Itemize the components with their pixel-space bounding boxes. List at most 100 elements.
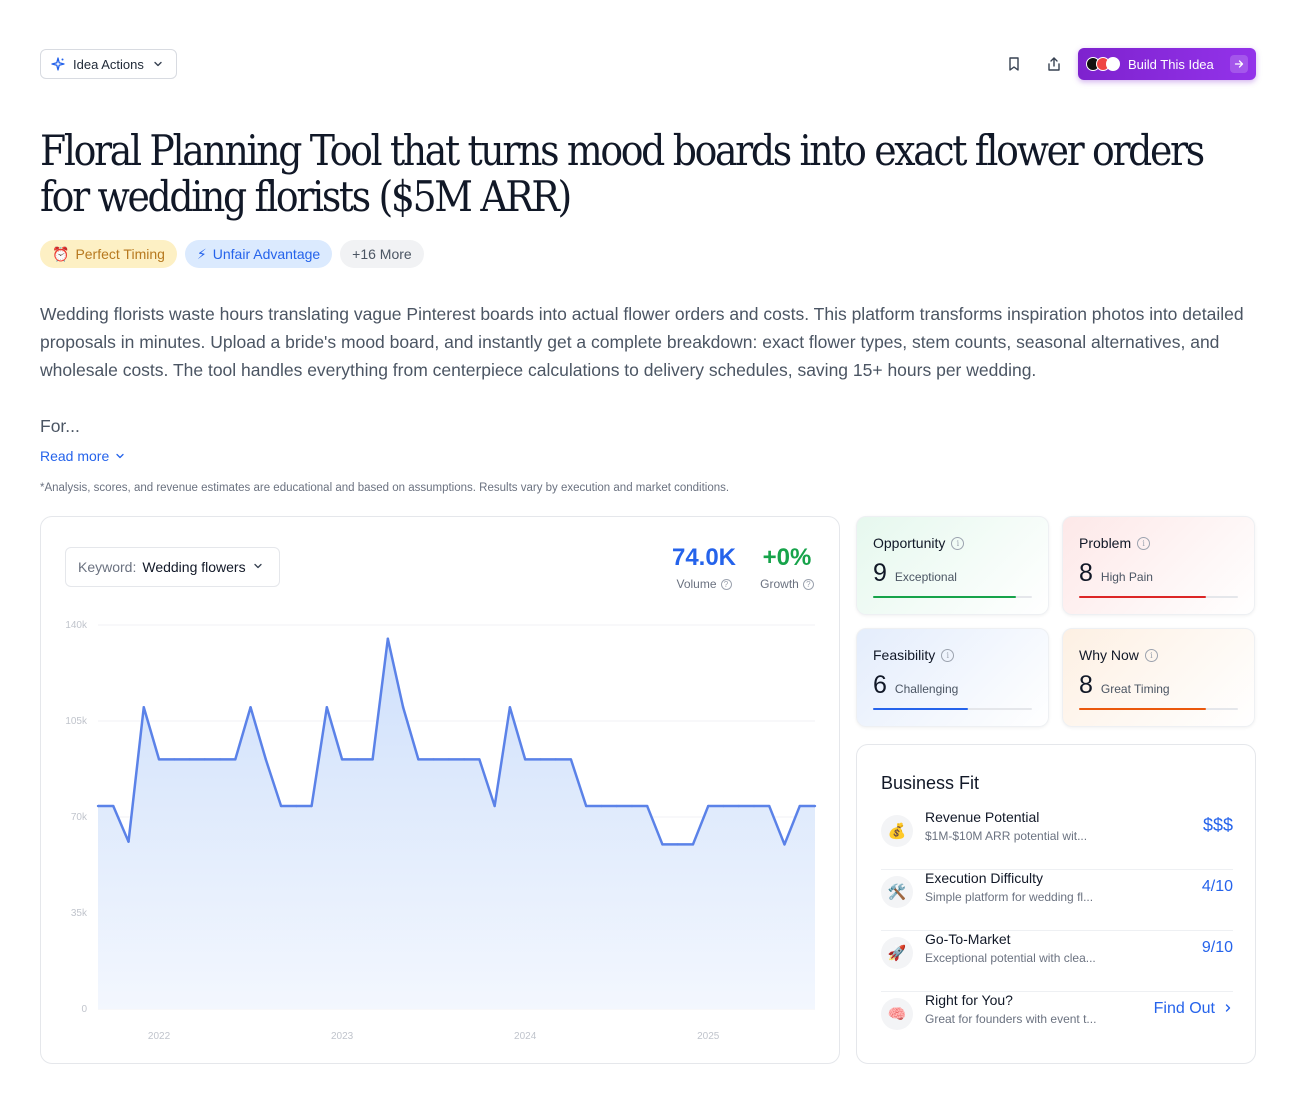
data-point — [813, 804, 817, 808]
rocket-icon: 🚀 — [881, 937, 913, 969]
score-bar-fill — [873, 708, 969, 710]
score-card-problem[interactable]: Problem i 8 High Pain — [1062, 516, 1255, 615]
info-icon[interactable]: i — [951, 536, 965, 550]
volume-metric: 74.0K Volume ? — [669, 543, 739, 591]
tag-unfair-advantage[interactable]: ⚡ Unfair Advantage — [184, 240, 333, 268]
data-point — [493, 804, 496, 808]
build-label: Build This Idea — [1128, 56, 1214, 72]
score-title-row: Problem i — [1079, 533, 1238, 553]
help-icon[interactable]: ? — [802, 578, 814, 590]
help-icon[interactable]: ? — [720, 578, 732, 590]
series-line — [98, 637, 815, 846]
data-point — [340, 758, 344, 761]
data-point — [615, 804, 618, 808]
info-icon[interactable]: i — [941, 648, 955, 662]
data-point — [249, 706, 252, 709]
chevron-down-icon — [252, 559, 264, 575]
fit-row-go-to-market[interactable]: 🚀 Go-To-Market Exceptional potential wit… — [881, 931, 1233, 992]
data-point — [691, 843, 695, 846]
score-label: Challenging — [894, 682, 959, 696]
score-row: 9 Exceptional — [873, 559, 1032, 588]
read-more-link[interactable]: Read more — [40, 448, 125, 464]
volume-value: 74.0K — [671, 544, 737, 571]
keyword-value: Wedding flowers — [142, 559, 246, 575]
idea-actions-label: Idea Actions — [73, 56, 144, 72]
alarm-clock-icon: ⏰ — [52, 245, 70, 262]
chevron-right-icon — [1223, 1000, 1233, 1018]
bookmark-icon[interactable] — [1004, 54, 1024, 74]
share-icon[interactable] — [1044, 54, 1064, 74]
data-point — [112, 804, 115, 808]
tools-icon: 🛠️ — [881, 876, 913, 908]
idea-actions-dropdown[interactable]: Idea Actions — [40, 49, 177, 79]
fit-row-revenue-potential[interactable]: 💰 Revenue Potential $1M-$10M ARR potenti… — [881, 809, 1233, 870]
x-tick-label: 2025 — [697, 1031, 720, 1042]
data-point — [768, 804, 771, 808]
fit-row-value: $$$ — [1202, 815, 1233, 835]
volume-label-row: Volume ? — [669, 577, 739, 591]
data-point — [478, 758, 481, 761]
data-point — [173, 758, 176, 761]
fit-row-name: Execution Difficulty — [925, 870, 1044, 886]
score-bar — [873, 596, 1032, 598]
data-point — [447, 758, 451, 761]
data-point — [203, 758, 206, 761]
score-value: 9 — [873, 559, 887, 587]
info-icon[interactable]: i — [1144, 648, 1158, 662]
find-out-label: Find Out — [1153, 1000, 1215, 1017]
data-point — [325, 706, 329, 709]
idea-description: Wedding florists waste hours translating… — [40, 304, 1244, 380]
money-bag-icon: 💰 — [881, 815, 913, 847]
y-tick-label: 35k — [71, 908, 88, 919]
fit-row-value: 4/10 — [1201, 878, 1233, 895]
score-title: Why Now — [1079, 647, 1139, 663]
data-point — [707, 804, 710, 808]
data-point — [295, 804, 298, 808]
tag-label: Unfair Advantage — [212, 246, 321, 262]
data-point — [371, 758, 374, 761]
fit-row-execution-difficulty[interactable]: 🛠️ Execution Difficulty Simple platform … — [881, 870, 1233, 931]
build-this-idea-button[interactable]: Build This Idea — [1078, 48, 1256, 80]
score-card-why-now[interactable]: Why Now i 8 Great Timing — [1062, 628, 1255, 727]
y-tick-label: 0 — [81, 1004, 87, 1015]
y-tick-label: 140k — [65, 620, 88, 631]
tag-perfect-timing[interactable]: ⏰ Perfect Timing — [40, 240, 177, 268]
tag-more-button[interactable]: +16 More — [340, 240, 424, 268]
data-point — [569, 758, 573, 761]
score-card-feasibility[interactable]: Feasibility i 6 Challenging — [856, 628, 1049, 727]
read-more-label: Read more — [40, 448, 110, 464]
keyword-trend-card: 0 35k 70k 105k 140k 2022 2023 2024 2025 Keyword:… — [40, 516, 840, 1064]
keyword-select[interactable]: Keyword: Wedding flowers — [65, 547, 280, 587]
y-tick-label: 105k — [65, 716, 88, 727]
data-point — [157, 758, 161, 761]
score-bar-fill — [873, 596, 1017, 598]
fit-row-right-for-you[interactable]: 🧠 Right for You? Great for founders with… — [881, 992, 1233, 1053]
data-point — [630, 804, 634, 808]
fit-row-name: Right for You? — [925, 992, 1013, 1008]
fit-row-desc: Exceptional potential with clea... — [925, 951, 1096, 965]
data-point — [676, 843, 679, 846]
series-area — [98, 638, 815, 1009]
find-out-link[interactable]: Find Out — [1154, 1000, 1233, 1018]
score-card-opportunity[interactable]: Opportunity i 9 Exceptional — [856, 516, 1049, 615]
score-bar — [1079, 596, 1238, 598]
data-point — [401, 706, 405, 709]
data-point — [218, 758, 222, 761]
sparkle-icon — [51, 57, 65, 71]
data-point — [417, 758, 420, 761]
growth-metric: +0% Growth ? — [753, 543, 821, 591]
fit-row-name: Go-To-Market — [925, 931, 1011, 947]
data-point — [798, 804, 801, 808]
score-title-row: Why Now i — [1079, 645, 1238, 665]
score-row: 8 Great Timing — [1079, 671, 1238, 700]
idea-description-more: For... — [40, 416, 80, 436]
data-point — [783, 843, 786, 846]
score-title-row: Feasibility i — [873, 645, 1032, 665]
growth-label: Growth — [760, 577, 799, 591]
info-icon[interactable]: i — [1137, 536, 1151, 550]
data-point — [508, 706, 512, 709]
business-fit-title: Business Fit — [881, 773, 980, 793]
data-point — [523, 758, 527, 761]
score-value: 8 — [1079, 671, 1093, 699]
data-point — [584, 804, 588, 808]
